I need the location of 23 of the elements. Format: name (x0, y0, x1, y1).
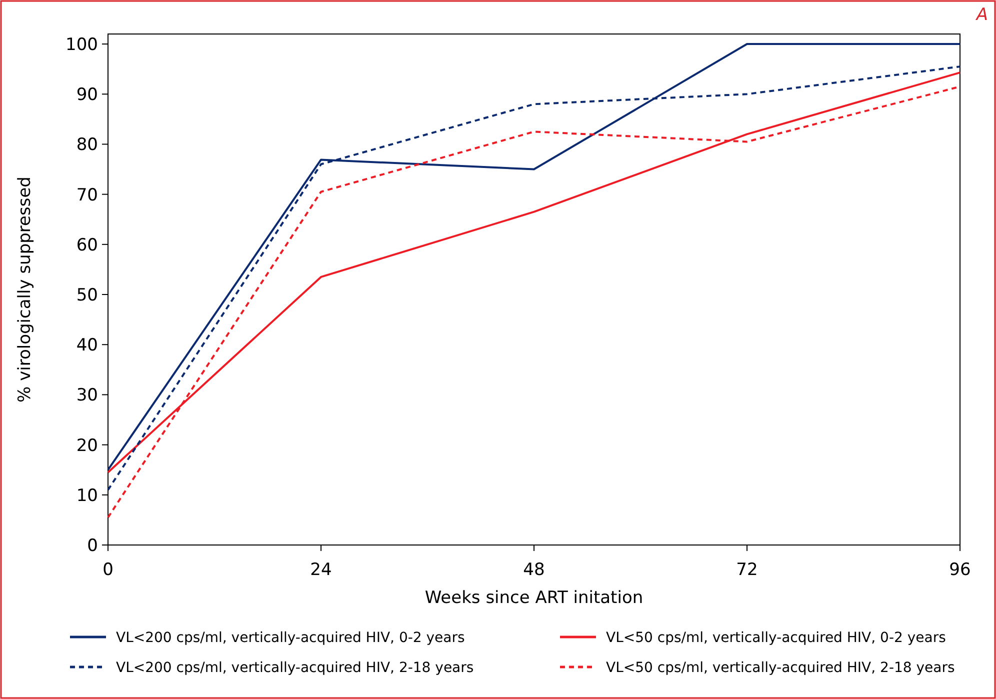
y-tick-label: 60 (76, 235, 98, 256)
legend-label: VL<200 cps/ml, vertically-acquired HIV, 0-2 years (116, 630, 465, 646)
y-tick-label: 90 (76, 85, 98, 106)
y-tick-label: 0 (87, 536, 98, 556)
x-axis-title: Weeks since ART initation (424, 588, 644, 608)
x-tick-label: 0 (102, 560, 114, 580)
text: A (975, 5, 988, 25)
x-tick-label: 24 (310, 560, 332, 580)
x-tick-label: 48 (523, 560, 545, 580)
y-tick-label: 100 (66, 34, 98, 55)
legend-label: VL<50 cps/ml, vertically-acquired HIV, 2-18 years (606, 660, 955, 676)
y-tick-label: 20 (76, 436, 98, 456)
y-axis-title: % virologically suppressed (15, 176, 35, 402)
legend-label: VL<50 cps/ml, vertically-acquired HIV, 0-2 years (606, 630, 946, 646)
y-tick-label: 80 (76, 135, 98, 156)
y-tick-label: 30 (76, 386, 98, 406)
y-tick-label: 50 (76, 285, 98, 306)
y-tick-label: 40 (76, 336, 98, 356)
legend-label: VL<200 cps/ml, vertically-acquired HIV, 2-18 years (116, 660, 474, 676)
x-tick-label: 72 (736, 560, 758, 580)
y-tick-label: 70 (76, 185, 98, 206)
x-tick-label: 96 (949, 560, 971, 580)
y-tick-label: 10 (76, 486, 98, 506)
